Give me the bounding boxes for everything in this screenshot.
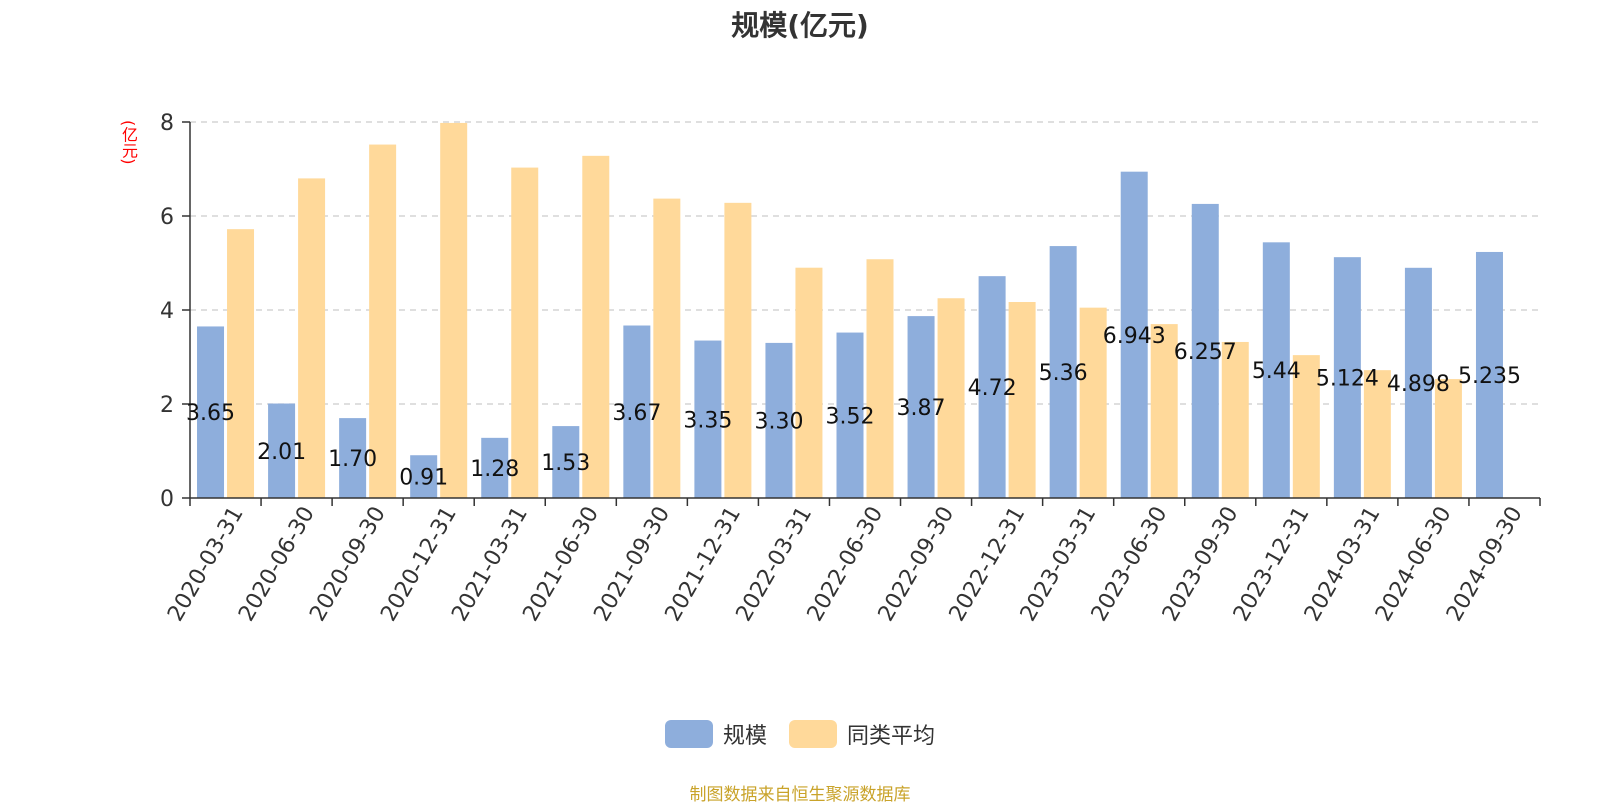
bar-scale (552, 426, 580, 498)
data-label: 0.91 (399, 466, 448, 491)
x-tick-label: 2023-12-31 (1229, 503, 1315, 626)
y-tick-label: 6 (160, 205, 174, 230)
bars (197, 122, 1503, 499)
data-label: 6.257 (1174, 340, 1237, 365)
bar-chart: 0 2 4 6 8 2020-03-312020-06-302020-09-302020-… (160, 111, 1541, 626)
data-label: 2.01 (257, 440, 306, 465)
bar-peer-average (1008, 302, 1036, 498)
bar-scale (410, 455, 438, 498)
bar-scale (1262, 242, 1290, 498)
bar-peer-average (795, 267, 823, 498)
data-label: 4.898 (1387, 372, 1450, 397)
x-tick-label: 2021-06-30 (518, 503, 604, 626)
legend-swatch-peer-average (789, 720, 837, 748)
bar-scale (1120, 171, 1148, 498)
y-tick-label: 0 (160, 487, 174, 512)
data-label: 1.70 (328, 447, 377, 472)
bar-peer-average (227, 229, 255, 498)
bar-peer-average (369, 144, 397, 498)
x-tick-label: 2024-06-30 (1371, 503, 1457, 626)
bar-peer-average (1221, 341, 1249, 498)
x-tick-label: 2023-06-30 (1087, 503, 1173, 626)
data-label: 3.87 (897, 396, 946, 421)
bar-scale (268, 403, 296, 498)
bar-peer-average (1434, 379, 1462, 498)
bar-peer-average (582, 155, 610, 498)
chart-title: 规模(亿元) (731, 9, 869, 42)
data-label: 1.28 (470, 457, 519, 482)
x-tick-label: 2021-09-30 (589, 503, 675, 626)
bar-peer-average (653, 198, 681, 499)
bar-scale (1475, 251, 1503, 498)
bar-peer-average (937, 298, 965, 498)
bar-scale (765, 342, 793, 498)
bar-scale (339, 418, 367, 498)
legend: 规模 同类平均 (0, 718, 1600, 750)
bar-scale (197, 326, 225, 498)
x-tick-label: 2024-09-30 (1442, 503, 1528, 626)
x-tick-label: 2023-03-31 (1016, 503, 1102, 626)
bar-scale (1191, 203, 1219, 498)
legend-swatch-scale (664, 720, 713, 748)
data-label: 4.72 (968, 376, 1017, 401)
data-label: 3.67 (612, 401, 661, 426)
bar-peer-average (298, 178, 326, 498)
x-tick-label: 2023-09-30 (1158, 503, 1244, 626)
data-label: 5.235 (1458, 364, 1521, 389)
x-tick-label: 2022-09-30 (874, 503, 960, 626)
bar-peer-average (724, 202, 752, 498)
bar-peer-average (1292, 355, 1320, 498)
legend-item-scale[interactable]: 规模 (664, 718, 767, 750)
bar-scale (1404, 267, 1432, 498)
x-tick-label: 2020-12-31 (376, 503, 462, 626)
y-axis-unit-label: (亿元) (119, 120, 138, 165)
data-labels: 3.65 2.01 1.70 0.91 1.28 1.53 3.67 3.35 3.30 3.52… (186, 324, 1521, 491)
bar-scale (907, 316, 935, 498)
bar-scale (836, 332, 864, 498)
x-tick-label: 2024-03-31 (1300, 503, 1386, 626)
x-tick-label: 2022-06-30 (803, 503, 889, 626)
bar-peer-average (1363, 370, 1391, 498)
x-tick-label: 2021-12-31 (661, 503, 747, 626)
data-label: 1.53 (541, 451, 590, 476)
bar-peer-average (866, 259, 894, 498)
y-tick-label: 4 (160, 299, 174, 324)
legend-label-scale: 规模 (722, 724, 767, 749)
legend-label-peer-average: 同类平均 (847, 724, 936, 749)
bar-peer-average (1150, 324, 1178, 498)
bar-scale (1333, 257, 1361, 498)
bar-scale (623, 325, 651, 498)
data-label: 3.35 (683, 408, 732, 433)
bar-scale (1049, 246, 1077, 498)
data-label: 3.30 (754, 409, 803, 434)
x-tick-label: 2020-03-31 (163, 503, 249, 626)
y-tick-label: 8 (160, 111, 174, 136)
bar-peer-average (1079, 307, 1107, 498)
x-tick-label: 2020-09-30 (305, 503, 391, 626)
y-tick-label: 2 (160, 393, 174, 418)
data-label: 5.36 (1039, 361, 1088, 386)
data-label: 3.65 (186, 401, 235, 426)
data-source-note: 制图数据来自恒生聚源数据库 (689, 785, 911, 805)
x-tick-label: 2022-12-31 (945, 503, 1031, 626)
data-label: 5.44 (1252, 359, 1301, 384)
bar-peer-average (440, 122, 468, 498)
bar-scale (694, 340, 722, 498)
bar-peer-average (511, 167, 539, 498)
bar-scale (978, 276, 1006, 498)
legend-item-peer-average[interactable]: 同类平均 (789, 718, 935, 750)
x-tick-label: 2021-03-31 (447, 503, 533, 626)
data-label: 6.943 (1103, 324, 1166, 349)
data-label: 3.52 (826, 404, 875, 429)
bar-scale (481, 437, 509, 498)
x-tick-label: 2022-03-31 (732, 503, 818, 626)
x-tick-label: 2020-06-30 (234, 503, 320, 626)
data-label: 5.124 (1316, 367, 1379, 392)
